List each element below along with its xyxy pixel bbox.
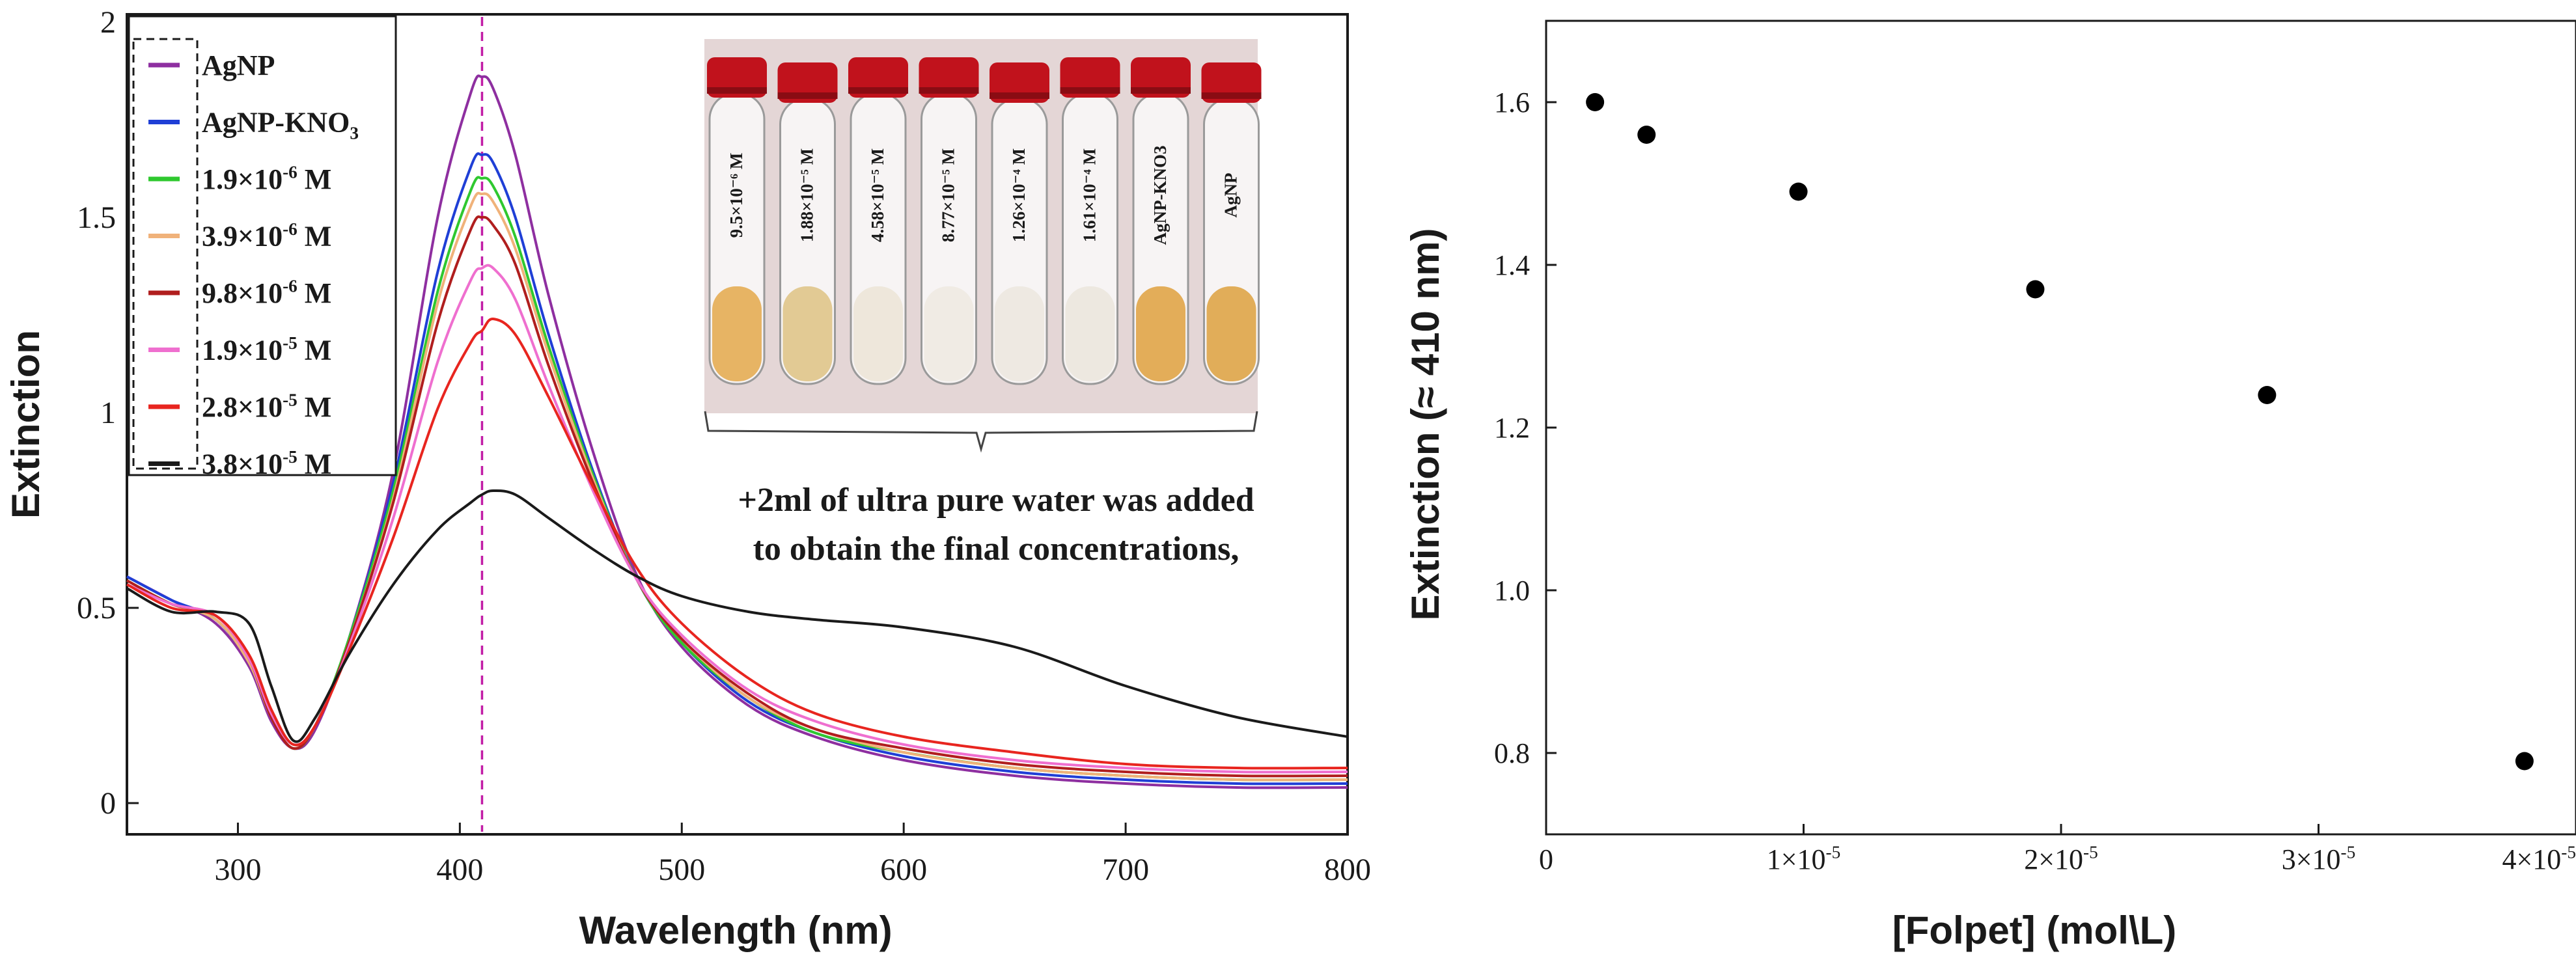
legend-entries: AgNP AgNP-KNO3 1.9×10-6 M 3.9×10-6 M 9.8×10-… [148,49,359,480]
inset-annotation-line-1: +2ml of ultra pure water was added [738,482,1254,519]
y-tick-label: 0.5 [77,591,116,625]
right-x-tick-label: 0 [1539,843,1553,875]
legend-label-4: 3.9×10-6 M [202,219,331,253]
vial-cap-ring [919,87,979,94]
scatter-point-4 [2026,280,2045,299]
y-tick-label: 1 [100,396,116,430]
spectrum-line-8 [126,489,1348,743]
y-tick-label: 0 [100,786,116,821]
x-tick-label: 300 [214,853,261,887]
vial-liquid [782,286,833,381]
scatter-point-3 [1789,182,1808,201]
spectrum-line-5 [126,215,1348,778]
spectra-series [126,74,1348,789]
vial-cap-ring [1201,92,1262,99]
right-x-tick-label: 2×10-5 [2024,842,2098,875]
right-y-tick-label: 1.0 [1494,575,1530,607]
right-y-tick-label: 1.2 [1494,412,1530,444]
legend-dashed-box [132,38,199,470]
vial-cap-ring [1131,87,1191,94]
spectrum-line-7 [126,318,1348,770]
y-tick-label: 2 [100,5,116,40]
inset-brace-icon [704,411,1258,453]
right-y-tick-label: 0.8 [1494,737,1530,769]
right-x-tick-label: 1×10-5 [1767,842,1841,875]
legend-label-1: AgNP [202,49,275,81]
right-x-tick-label: 4×10-5 [2502,842,2576,875]
vial-cap-ring [848,87,908,94]
right-x-axis-label: [Folpet] (mol\L) [1892,909,2177,952]
vial-liquid [1136,286,1185,381]
legend-box [128,15,397,476]
vial-label: 8.77×10⁻⁵ M [939,148,958,242]
right-x-tick-label: 3×10-5 [2282,842,2356,875]
left-plot-frame [126,13,1349,836]
right-axis-ticks: 0 1×10-5 2×10-5 3×10-5 4×10-5 0.8 1.0 1.2 1.4 1.6 [1494,87,2576,875]
vial-liquid [1206,286,1256,381]
legend-label-3: 1.9×10-6 M [202,162,331,195]
scatter-point-2 [1637,126,1656,144]
right-y-tick-label: 1.6 [1494,87,1530,118]
vial-label: 4.58×10⁻⁵ M [868,148,887,242]
scatter-point-1 [1586,93,1605,111]
vial-label: 9.5×10⁻⁶ M [727,153,746,238]
x-tick-label: 500 [658,853,705,887]
scatter-point-6 [2515,752,2534,771]
uv-vis-spectra-chart: 300 400 500 600 700 800 0 0.5 1 1.5 2 Wavelength (… [4,5,1371,952]
left-x-axis-label: Wavelength (nm) [579,909,892,952]
extinction-vs-folpet-chart: 0 1×10-5 2×10-5 3×10-5 4×10-5 0.8 1.0 1.2 1.4 1.6… [1404,20,2576,952]
vial-label: AgNP [1221,173,1241,218]
vial-liquid [712,286,762,381]
vial-label: 1.88×10⁻⁵ M [797,148,817,242]
vial-label: 1.26×10⁻⁴ M [1009,148,1029,242]
vial-photo-inset: 9.5×10⁻⁶ M 1.88×10⁻⁵ M 4.58×10⁻⁵ M 8.77×10⁻… [704,39,1262,568]
vial-label: 1.61×10⁻⁴ M [1080,148,1100,242]
scatter-point-5 [2258,386,2277,404]
vial-liquid [853,286,903,381]
vial-cap-ring [707,87,767,94]
legend-label-6: 1.9×10-5 M [202,333,331,366]
y-tick-label: 1.5 [77,200,116,235]
legend-label-5: 9.8×10-6 M [202,276,331,309]
right-plot-frame [1545,20,2576,836]
vial-label: AgNP-KNO3 [1150,146,1170,245]
right-y-axis-label: Extinction (≈ 410 nm) [1404,228,1447,620]
vial-liquid [924,286,974,381]
x-tick-label: 800 [1324,853,1371,887]
legend-label-7: 2.8×10-5 M [202,390,331,423]
x-tick-label: 600 [880,853,927,887]
left-axis-ticks: 300 400 500 600 700 800 0 0.5 1 1.5 2 [77,5,1371,887]
vial-cap-ring [990,92,1049,99]
spectra-legend: AgNP AgNP-KNO3 1.9×10-6 M 3.9×10-6 M 9.8×10-… [128,15,397,480]
x-tick-label: 700 [1102,853,1149,887]
right-y-tick-label: 1.4 [1494,249,1530,281]
legend-label-8: 3.8×10-5 M [202,447,331,480]
x-tick-label: 400 [436,853,483,887]
vial-cap-ring [777,92,838,99]
vial-cap-ring [1060,87,1120,94]
vial-row: 9.5×10⁻⁶ M 1.88×10⁻⁵ M 4.58×10⁻⁵ M 8.77×10⁻… [707,57,1262,385]
vial-liquid [1065,286,1115,381]
left-y-axis-label: Extinction [4,330,48,519]
inset-annotation-line-2: to obtain the final concentrations, [753,530,1240,568]
vial-liquid [995,286,1044,381]
scatter-points [1586,93,2534,771]
legend-label-2: AgNP-KNO3 [202,107,359,143]
